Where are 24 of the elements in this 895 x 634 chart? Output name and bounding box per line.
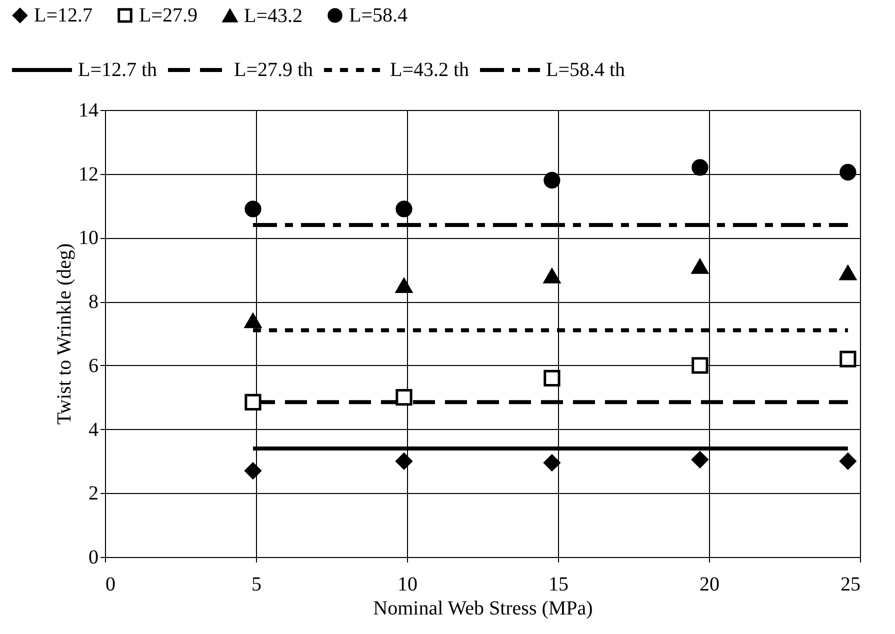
legend-label: L=12.7 — [34, 4, 92, 26]
y-tick-label: 6 — [88, 354, 98, 377]
legend-label: L=43.2 th — [390, 59, 470, 81]
legend-label: L=43.2 — [244, 4, 302, 27]
x-tick-label: 10 — [398, 574, 418, 596]
x-tick-label: 5 — [252, 574, 262, 596]
legend-label: L=58.4 — [349, 4, 408, 26]
legend-label: L=27.9 — [139, 4, 198, 26]
y-tick-label: 12 — [78, 163, 98, 186]
x-tick-label: 25 — [840, 574, 860, 596]
x-tick-label: 15 — [548, 574, 568, 596]
y-tick-label: 0 — [88, 546, 98, 568]
x-axis-title: Nominal Web Stress (MPa) — [373, 598, 593, 620]
y-tick-label: 8 — [88, 291, 98, 314]
legend-label: L=12.7 th — [78, 59, 158, 81]
legend-label: L=27.9 th — [234, 59, 314, 81]
y-axis-title: Twist to Wrinkle (deg) — [54, 243, 76, 425]
y-tick-label: 10 — [78, 227, 98, 250]
y-tick-label: 14 — [78, 100, 98, 122]
x-tick-label: 0 — [106, 574, 116, 596]
x-tick-label: 20 — [700, 574, 720, 596]
y-tick-label: 2 — [88, 482, 98, 505]
legend-label: L=58.4 th — [546, 59, 626, 81]
y-tick-label: 4 — [88, 418, 98, 441]
